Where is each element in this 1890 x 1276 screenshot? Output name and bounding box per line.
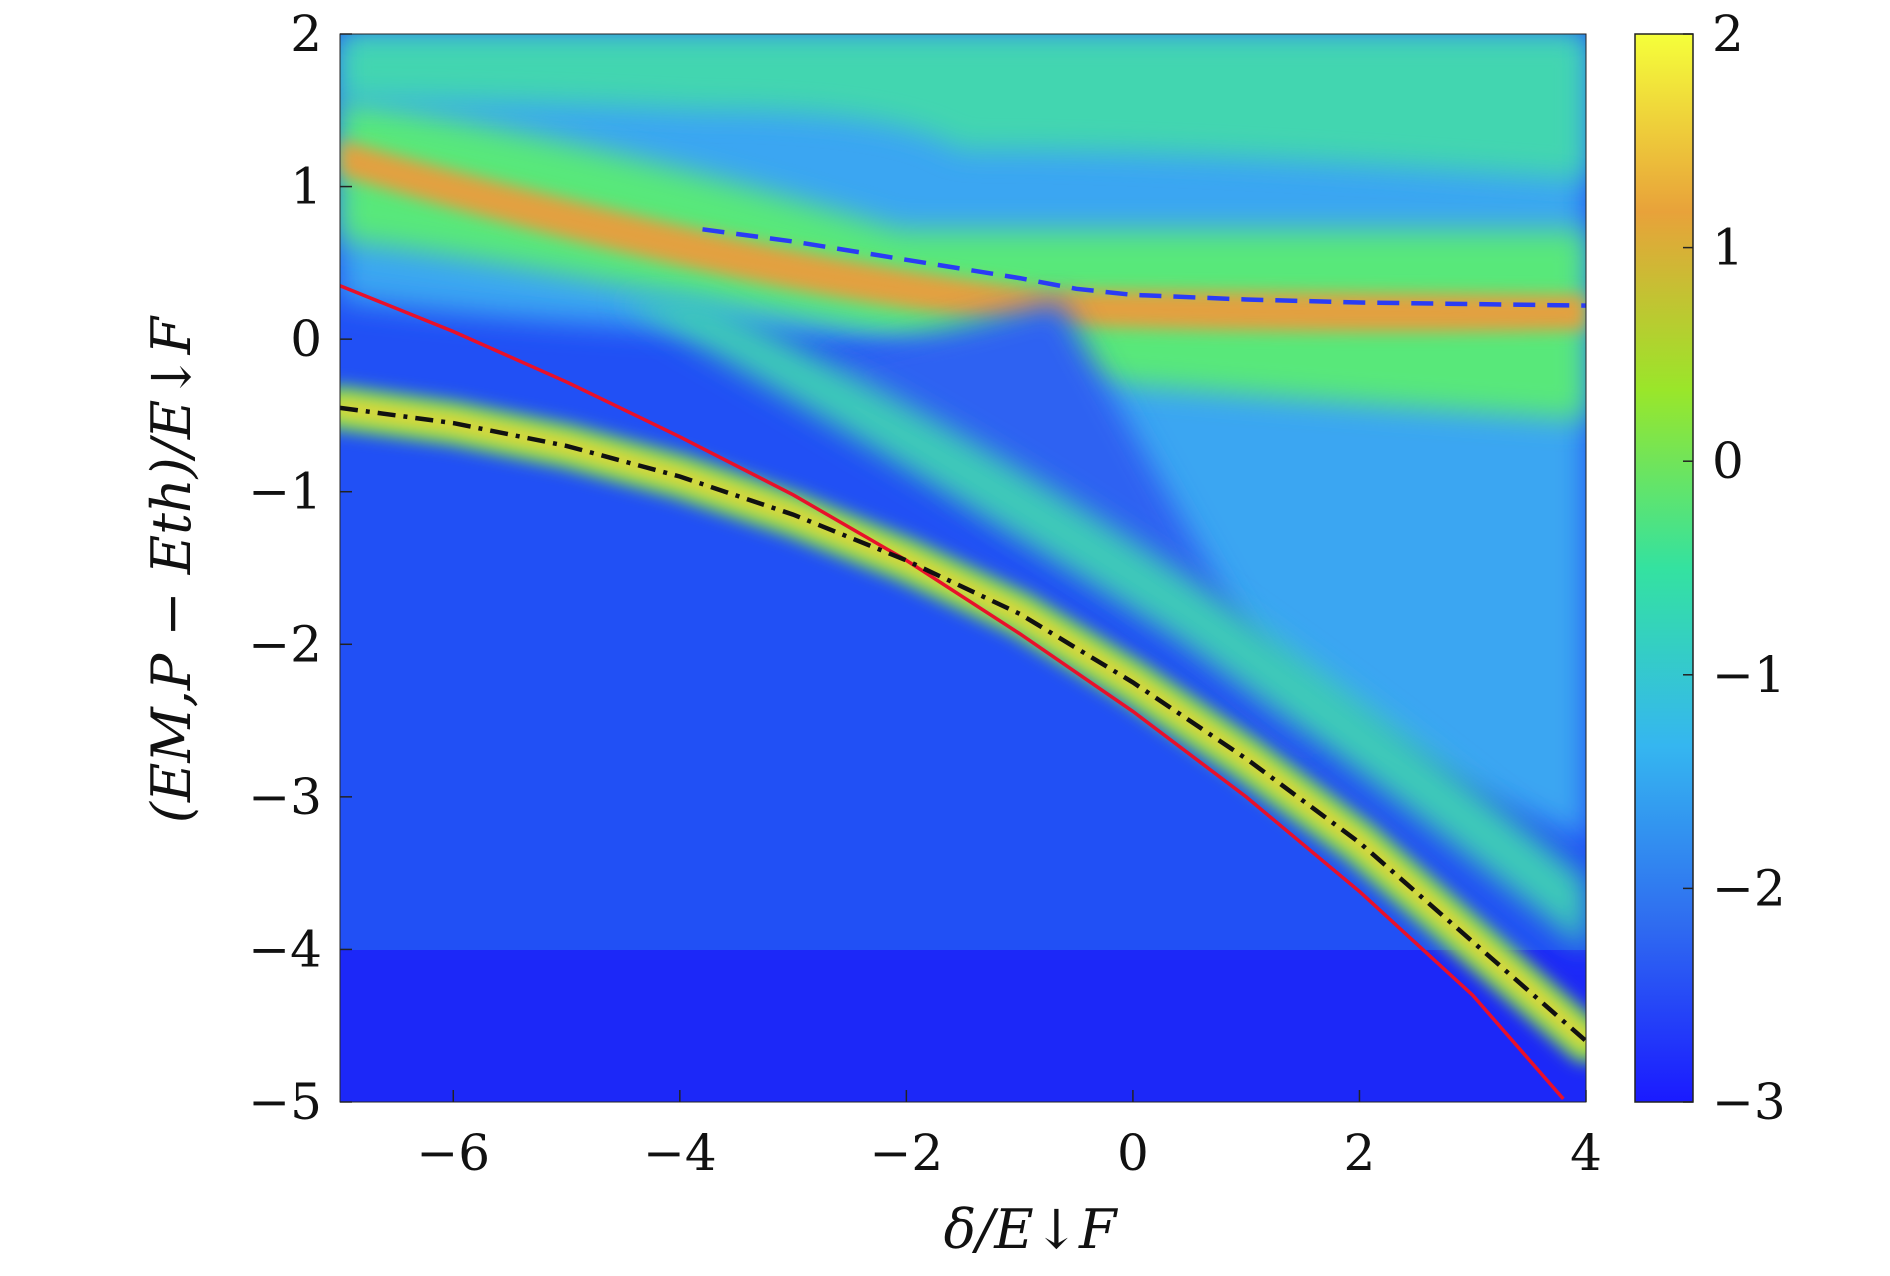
y-axis-label: (EM,P − Eth)/E↓F	[140, 314, 203, 823]
y-tick-label: −4	[248, 920, 322, 978]
y-tick-label: 0	[290, 310, 322, 368]
y-tick-label: 1	[290, 158, 322, 216]
x-tick-label: 4	[1570, 1124, 1602, 1182]
colorbar-tick-label: 1	[1712, 219, 1744, 277]
y-tick-label: −2	[248, 615, 322, 673]
colorbar-tick-label: −1	[1712, 646, 1786, 704]
x-axis-label: δ/E↓F	[944, 1198, 1119, 1261]
colorbar-tick-label: 2	[1712, 5, 1744, 63]
series-solid-line	[340, 284, 1565, 1101]
x-tick-label: −6	[416, 1124, 490, 1182]
colorbar-tick-label: −2	[1712, 859, 1786, 917]
y-tick-label: 2	[290, 5, 322, 63]
y-tick-label: −1	[248, 463, 322, 521]
plot-frame	[339, 33, 1587, 1103]
y-tick-label: −5	[248, 1073, 322, 1131]
colorbar	[1634, 33, 1694, 1103]
x-tick-label: 2	[1344, 1124, 1376, 1182]
colorbar-tick-label: −3	[1712, 1073, 1786, 1131]
x-tick-label: −4	[643, 1124, 717, 1182]
x-tick-label: 0	[1117, 1124, 1149, 1182]
colorbar-tick-label: 0	[1712, 432, 1744, 490]
series-dashdot-line	[340, 405, 1586, 1043]
y-tick-label: −3	[248, 768, 322, 826]
series-dashed-line	[702, 227, 1586, 308]
x-tick-label: −2	[870, 1124, 944, 1182]
heatmap-field	[340, 34, 1586, 1102]
